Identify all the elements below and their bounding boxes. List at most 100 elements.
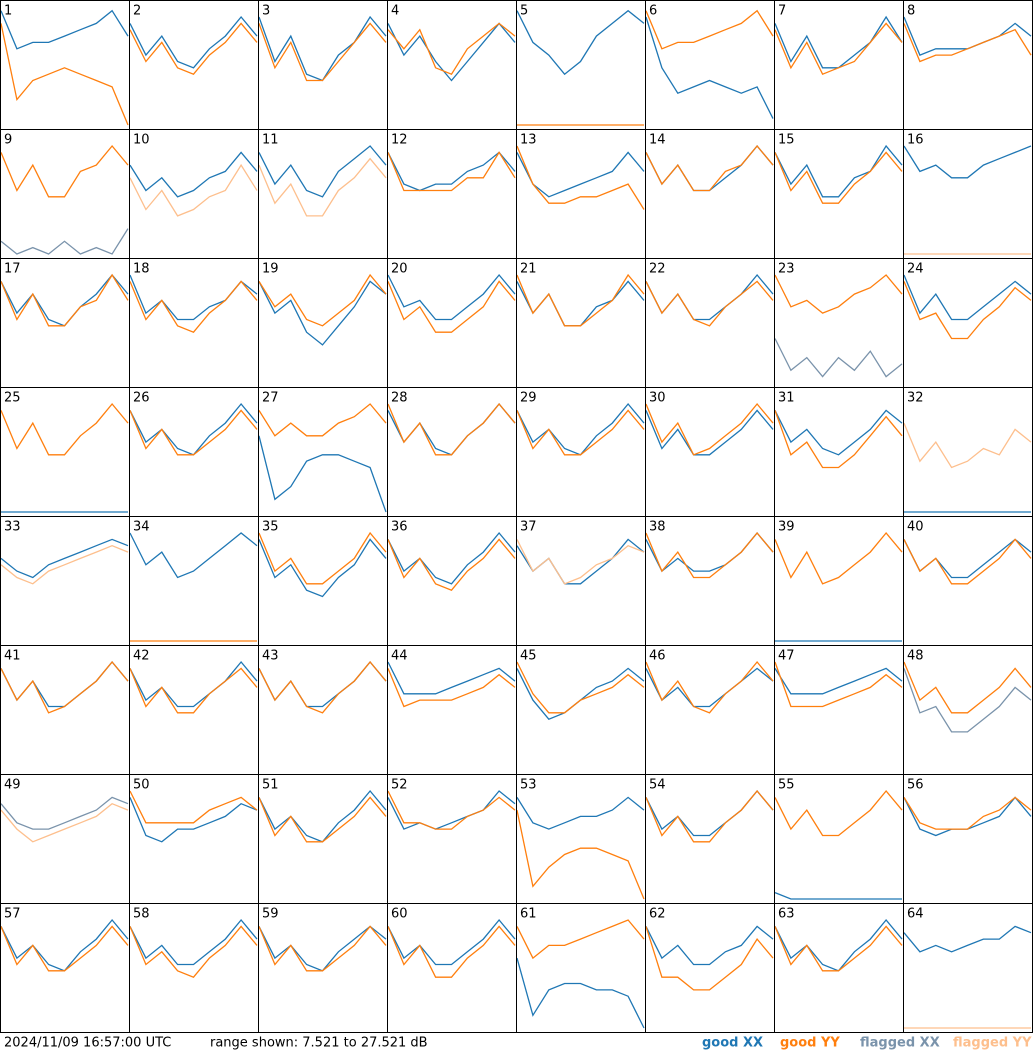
spectrum-xx bbox=[0, 9, 129, 50]
spectrum-xx bbox=[774, 144, 903, 198]
spectrum-yy bbox=[387, 280, 516, 333]
panel-label: 59 bbox=[262, 907, 279, 922]
panel-label: 52 bbox=[391, 778, 408, 793]
spectrum-xx bbox=[774, 667, 903, 695]
range-text: range shown: 7.521 to 27.521 dB bbox=[210, 1036, 428, 1051]
spectrum-xx bbox=[645, 16, 774, 119]
panel-label: 56 bbox=[907, 778, 924, 793]
panel-label: 38 bbox=[649, 520, 666, 535]
legend-entry: good YY bbox=[780, 1036, 840, 1051]
spectrum-xx bbox=[129, 151, 258, 198]
panel-label: 3 bbox=[262, 4, 270, 19]
spectrum-yy bbox=[258, 157, 387, 217]
panel-label: 43 bbox=[262, 649, 279, 664]
spectrum-yy bbox=[0, 544, 129, 585]
spectrum-yy bbox=[129, 667, 258, 714]
panel-label: 44 bbox=[391, 649, 408, 664]
spectrum-yy bbox=[645, 144, 774, 192]
spectrum-yy bbox=[645, 531, 774, 579]
spectrum-xx bbox=[129, 797, 258, 843]
panel-label: 2 bbox=[133, 4, 141, 19]
spectrum-xx bbox=[774, 891, 902, 900]
spectrum-yy bbox=[774, 531, 903, 585]
panel-label: 54 bbox=[649, 778, 666, 793]
spectrum-yy bbox=[387, 668, 516, 708]
panel-label: 51 bbox=[262, 778, 279, 793]
panel-label: 36 bbox=[391, 520, 408, 535]
spectrum-xx bbox=[516, 9, 645, 76]
spectrum-yy bbox=[258, 925, 387, 972]
spectrum-xx bbox=[774, 338, 903, 378]
spectrum-yy bbox=[129, 925, 258, 978]
spectrum-yy bbox=[774, 661, 903, 708]
spectrum-yy bbox=[0, 144, 129, 198]
spectrum-yy bbox=[645, 789, 774, 843]
spectrum-xx bbox=[258, 435, 387, 513]
panel-label: 4 bbox=[391, 4, 399, 19]
spectrum-yy bbox=[129, 22, 258, 75]
panel-label: 14 bbox=[649, 133, 666, 148]
panel-label: 28 bbox=[391, 391, 408, 406]
timestamp: 2024/11/09 16:57:00 UTC bbox=[4, 1036, 171, 1051]
spectrum-xx bbox=[387, 151, 516, 192]
spectrum-xx bbox=[903, 274, 1032, 321]
spectrum-yy bbox=[903, 23, 1032, 63]
legend-entry: good XX bbox=[702, 1036, 763, 1051]
panel-label: 5 bbox=[520, 4, 528, 19]
spectrum-yy bbox=[129, 280, 258, 333]
spectrum-yy bbox=[387, 790, 516, 830]
spectrum-xx bbox=[0, 796, 129, 830]
panel-label: 53 bbox=[520, 778, 537, 793]
spectrum-yy bbox=[645, 926, 774, 991]
panel-label: 62 bbox=[649, 907, 666, 922]
panel-label: 25 bbox=[4, 391, 21, 406]
panel-label: 42 bbox=[133, 649, 150, 664]
spectrum-xx bbox=[645, 409, 774, 456]
spectrum-xx bbox=[129, 660, 258, 708]
spectrum-xx bbox=[903, 925, 1032, 953]
spectrum-xx bbox=[387, 531, 516, 585]
spectrum-yy bbox=[903, 661, 1032, 714]
panel-label: 58 bbox=[133, 907, 150, 922]
panel-label: 6 bbox=[649, 4, 657, 19]
panel-label: 29 bbox=[520, 391, 537, 406]
spectrum-yy bbox=[0, 802, 129, 843]
panel-label: 22 bbox=[649, 262, 666, 277]
spectrum-yy bbox=[774, 410, 903, 469]
panel-label: 7 bbox=[778, 4, 786, 19]
spectrum-xx bbox=[129, 918, 258, 966]
spectrum-yy bbox=[774, 22, 903, 76]
spectrum-xx bbox=[258, 145, 387, 198]
legend-entry: flagged XX bbox=[860, 1036, 940, 1051]
panel-label: 64 bbox=[907, 907, 924, 922]
spectrum-yy bbox=[258, 22, 387, 82]
spectrum-xx bbox=[387, 273, 516, 321]
spectrum-yy bbox=[387, 151, 516, 192]
panel-label: 37 bbox=[520, 520, 537, 535]
spectrum-yy bbox=[258, 531, 387, 585]
spectrum-xx bbox=[516, 151, 645, 198]
spectrum-yy bbox=[387, 22, 516, 76]
spectrum-yy bbox=[516, 809, 645, 900]
spectrum-xx bbox=[645, 925, 774, 966]
spectrum-yy bbox=[387, 925, 516, 978]
panel-label: 63 bbox=[778, 907, 795, 922]
spectrum-yy bbox=[903, 281, 1032, 340]
panel-label: 17 bbox=[4, 262, 21, 277]
panel-label: 24 bbox=[907, 262, 924, 277]
spectrum-xx bbox=[903, 145, 1032, 179]
panel-label: 9 bbox=[4, 133, 12, 148]
spectrum-yy bbox=[129, 163, 258, 217]
spectrum-yy bbox=[129, 790, 258, 824]
spectrum-xx bbox=[903, 668, 1032, 733]
spectrum-yy bbox=[387, 402, 516, 456]
panel-label: 11 bbox=[262, 133, 279, 148]
spectrum-yy bbox=[258, 796, 387, 843]
panel-label: 12 bbox=[391, 133, 408, 148]
spectrum-xx bbox=[387, 661, 516, 695]
panel-label: 39 bbox=[778, 520, 795, 535]
spectrum-yy bbox=[258, 273, 387, 327]
spectrum-yy bbox=[774, 925, 903, 972]
panel-label: 31 bbox=[778, 391, 795, 406]
panel-label: 32 bbox=[907, 391, 924, 406]
